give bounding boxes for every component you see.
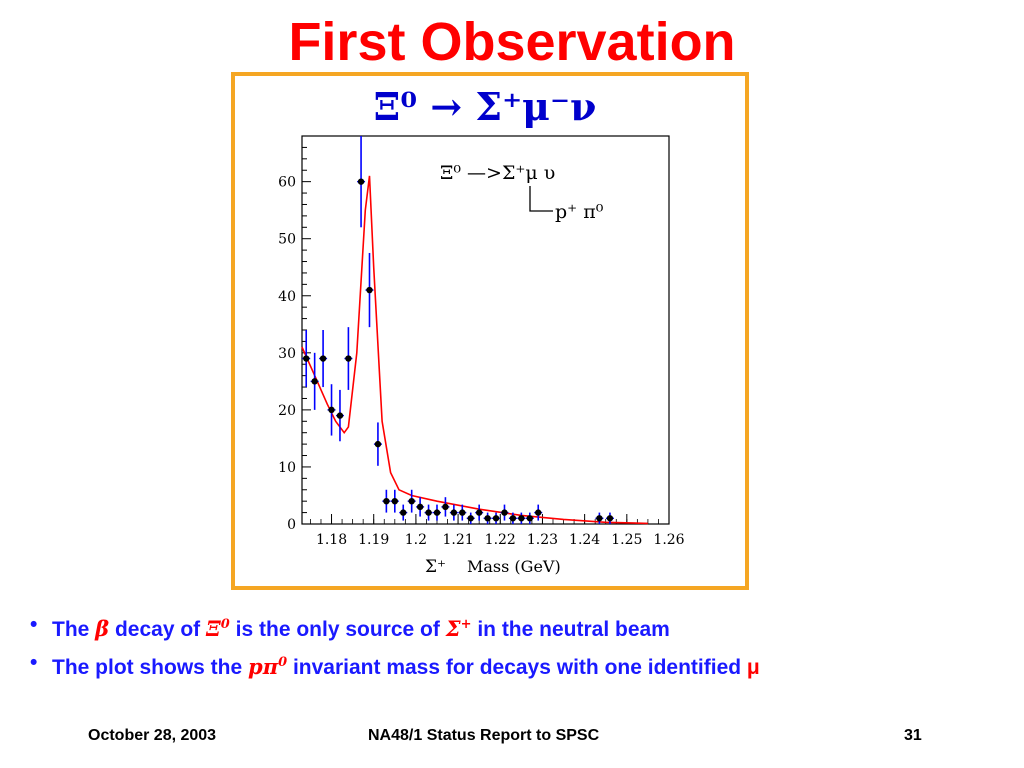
plot-area [301,135,670,525]
beta-symbol: β [95,616,110,641]
x-tick-label: 1.2 [405,532,427,548]
legend-bracket [529,186,553,212]
data-point [408,497,415,505]
bullet-1: • The β decay of Ξ0 is the only source o… [30,610,1020,648]
data-point [450,509,458,516]
data-point [526,515,533,522]
y-tick-label: 50 [278,232,296,248]
sigma-superscript: + [460,617,472,632]
x-axis-symbol: Σ⁺ [425,557,446,577]
bullet-dot: • [30,613,38,636]
data-point [467,515,474,522]
bullet-text: The plot shows the [52,656,249,679]
data-point [518,515,525,522]
data-point [509,515,517,522]
data-point [425,509,432,516]
data-points [302,136,614,524]
bullet-list: • The β decay of Ξ0 is the only source o… [30,610,1020,686]
footer-page-number: 31 [904,727,922,744]
y-tick-label: 60 [278,175,296,191]
data-point [383,497,390,505]
footer-report: NA48/1 Status Report to SPSC [368,727,600,744]
x-tick-label: 1.21 [442,532,473,548]
decay-formula: Ξ⁰ → Σ⁺μ⁻ν [374,84,597,129]
xi-symbol: Ξ [206,616,221,641]
p-symbol: p [248,654,263,679]
x-tick-label: 1.26 [653,532,684,548]
mass-plot: Ξ⁰ → Σ⁺μ⁻ν 0 10 20 30 40 50 60 1.18 1.19 1.2 1.21… [278,84,685,577]
x-tick-label: 1.24 [569,532,600,548]
bullet-dot: • [30,651,38,674]
data-point [433,509,441,516]
data-point [606,515,614,522]
x-tick-label: 1.25 [611,532,642,548]
x-tick-label: 1.18 [316,532,347,548]
data-point [366,286,373,294]
legend-decay-chain: Ξ⁰ —>Σ⁺μ υ [440,162,555,184]
bullet-text: The [52,618,96,641]
y-tick-label: 10 [278,460,296,476]
legend-daughters: p⁺ π⁰ [555,201,604,223]
sigma-symbol: Σ [445,616,461,641]
x-tick-label: 1.19 [358,532,389,548]
data-point [501,509,508,516]
y-tick-label: 20 [278,403,296,419]
data-point [484,515,491,522]
xi-superscript: 0 [220,617,230,632]
data-point [596,515,603,522]
bullet-text: is the only source of [229,618,446,641]
x-tick-label: 1.23 [527,532,558,548]
data-point [391,497,399,505]
data-point [475,509,483,516]
data-point [492,515,500,522]
data-point [459,509,466,516]
mu-symbol: μ [746,656,760,679]
data-point [319,355,327,362]
pi-superscript: 0 [278,655,288,670]
x-tick-label: 1.22 [485,532,516,548]
pi-symbol: π [262,654,279,679]
y-tick-label: 0 [287,517,296,533]
bullet-text: decay of [109,618,206,641]
data-point [303,355,310,362]
data-point [357,178,365,185]
data-point [328,406,335,414]
bullet-2: • The plot shows the pπ0 invariant mass … [30,648,1020,686]
y-tick-label: 30 [278,346,296,362]
x-axis: 1.18 1.19 1.2 1.21 1.22 1.23 1.24 1.25 1.26 [310,514,685,548]
x-axis-label: Mass (GeV) [467,557,561,576]
data-point [400,509,407,516]
data-point [311,378,318,385]
data-point [442,503,449,511]
data-point [374,440,382,448]
bullet-text: invariant mass for decays with one ident… [287,656,747,679]
data-point [416,503,424,511]
footer-date: October 28, 2003 [88,727,217,744]
fit-curve [301,175,648,525]
slide-title: First Observation [288,12,736,72]
plot-frame: Ξ⁰ → Σ⁺μ⁻ν 0 10 20 30 40 50 60 1.18 1.19 1.2 1.21… [231,72,749,590]
data-point [336,412,344,419]
bullet-text: in the neutral beam [471,618,670,641]
data-point [535,509,542,516]
y-axis: 0 10 20 30 40 50 60 [278,146,311,533]
y-tick-label: 40 [278,289,296,305]
data-point [345,355,352,362]
